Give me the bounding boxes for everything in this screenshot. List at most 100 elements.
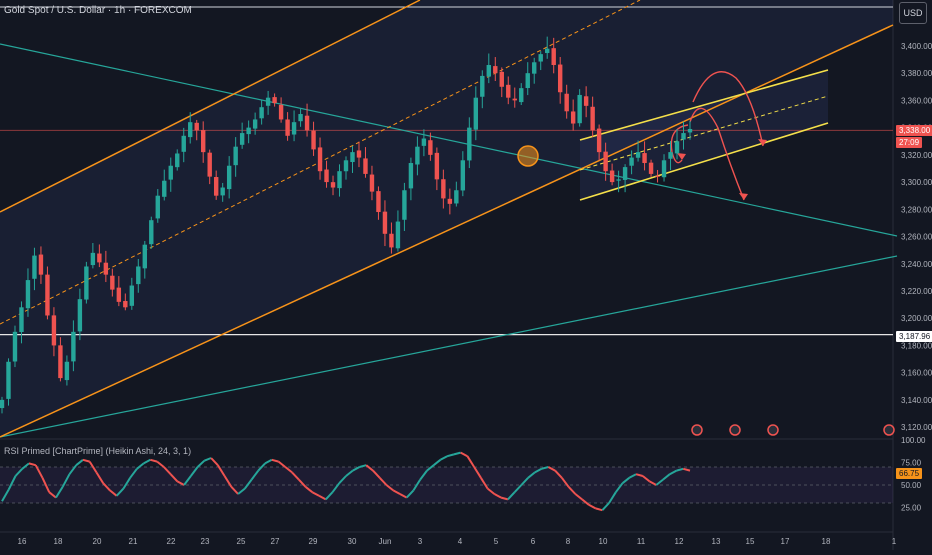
candle bbox=[58, 345, 63, 379]
rsi-line-segment bbox=[143, 458, 151, 465]
time-tick-label: 12 bbox=[675, 537, 684, 546]
candle bbox=[376, 191, 381, 213]
candle bbox=[428, 140, 433, 155]
candle bbox=[32, 255, 37, 279]
rsi-line-segment bbox=[534, 467, 543, 474]
rsi-line-segment bbox=[277, 460, 286, 468]
rsi-line-segment bbox=[88, 461, 98, 473]
candle bbox=[19, 307, 24, 333]
price-tick-label: 3,200.00 bbox=[901, 314, 932, 323]
rsi-line-segment bbox=[642, 475, 651, 483]
time-tick-label: 13 bbox=[712, 537, 721, 546]
price-tick-label: 3,320.00 bbox=[901, 151, 932, 160]
candle bbox=[168, 165, 173, 180]
rsi-line-segment bbox=[385, 484, 394, 492]
rsi-line-segment bbox=[284, 466, 293, 474]
candle bbox=[149, 220, 154, 245]
time-tick-label: 17 bbox=[781, 537, 790, 546]
candle bbox=[317, 147, 323, 172]
candle bbox=[97, 253, 102, 263]
candle bbox=[473, 97, 479, 130]
economic-event-icon bbox=[767, 424, 779, 436]
candle bbox=[590, 106, 595, 131]
rsi-line-segment bbox=[466, 455, 476, 468]
candle bbox=[687, 128, 693, 133]
candle bbox=[402, 190, 407, 220]
rsi-line-segment bbox=[460, 451, 468, 458]
rsi-line-segment bbox=[223, 475, 233, 488]
candle bbox=[324, 169, 329, 183]
candle bbox=[0, 399, 5, 409]
price-tick-label: 3,380.00 bbox=[901, 69, 932, 78]
rsi-line-segment bbox=[311, 491, 320, 497]
rsi-tick-label: 75.00 bbox=[901, 459, 922, 468]
candle bbox=[343, 160, 349, 172]
breakout-circle-marker bbox=[517, 145, 539, 167]
candle bbox=[239, 133, 245, 145]
orange-channel-fill bbox=[0, 0, 893, 437]
candle bbox=[330, 182, 336, 188]
rsi-line-segment bbox=[102, 482, 111, 492]
candle bbox=[201, 130, 206, 153]
rsi-line-segment bbox=[34, 464, 44, 479]
candle bbox=[136, 266, 141, 285]
candle bbox=[570, 111, 576, 124]
rsi-line-segment bbox=[399, 493, 408, 499]
rsi-line-segment bbox=[359, 464, 367, 468]
candle bbox=[123, 301, 128, 308]
rsi-line-segment bbox=[473, 466, 482, 479]
rsi-line-segment bbox=[372, 469, 381, 479]
candle bbox=[363, 158, 368, 174]
economic-event-icon bbox=[883, 424, 895, 436]
candle bbox=[661, 160, 667, 178]
teal-descending-trendline bbox=[0, 43, 898, 237]
candle bbox=[441, 179, 446, 199]
rsi-line-segment bbox=[163, 466, 172, 475]
rsi-line-segment bbox=[318, 494, 327, 501]
rsi-line-segment bbox=[82, 458, 90, 463]
currency-button[interactable]: USD bbox=[899, 2, 927, 24]
level-price-tag: 3,187.96 bbox=[896, 331, 932, 342]
candle bbox=[220, 187, 225, 196]
candle bbox=[609, 170, 615, 183]
rsi-line-segment bbox=[68, 464, 77, 475]
rsi-line-segment bbox=[561, 477, 570, 488]
economic-event-icon bbox=[691, 424, 703, 436]
rsi-line-segment bbox=[61, 473, 71, 488]
candle bbox=[460, 160, 466, 191]
rsi-title[interactable]: RSI Primed [ChartPrime] (Heikin Ashi, 24… bbox=[4, 446, 192, 456]
candle bbox=[71, 331, 76, 362]
rsi-line-segment bbox=[352, 466, 360, 472]
candle bbox=[577, 94, 582, 124]
candle bbox=[369, 174, 375, 192]
rsi-line-segment bbox=[190, 466, 199, 477]
rsi-line-segment bbox=[433, 459, 442, 466]
candle bbox=[447, 198, 453, 204]
rsi-line-segment bbox=[14, 468, 23, 477]
rsi-line-segment bbox=[291, 471, 300, 481]
candle bbox=[532, 62, 537, 74]
rsi-line-segment bbox=[655, 478, 664, 486]
candle bbox=[110, 275, 115, 290]
time-tick-label: Jun bbox=[379, 537, 392, 546]
rsi-line-segment bbox=[216, 464, 226, 477]
rsi-line-segment bbox=[169, 473, 179, 483]
countdown-tag: 27:09 bbox=[896, 137, 923, 148]
rsi-line-segment bbox=[608, 491, 617, 504]
candle bbox=[622, 167, 628, 180]
rsi-line-segment bbox=[541, 466, 549, 470]
candle bbox=[674, 141, 680, 154]
time-tick-label: 11 bbox=[637, 537, 646, 546]
rsi-line-segment bbox=[493, 493, 502, 499]
time-tick-label: 18 bbox=[822, 537, 831, 546]
symbol-title[interactable]: Gold Spot / U.S. Dollar · 1h · FOREXCOM bbox=[4, 5, 192, 16]
candle bbox=[545, 48, 550, 54]
time-tick-label: 8 bbox=[566, 537, 571, 546]
rsi-tick-label: 50.00 bbox=[901, 481, 922, 490]
rsi-line-segment bbox=[257, 462, 266, 472]
rsi-line-segment bbox=[439, 455, 448, 461]
candle bbox=[583, 96, 589, 106]
candle bbox=[272, 97, 277, 104]
